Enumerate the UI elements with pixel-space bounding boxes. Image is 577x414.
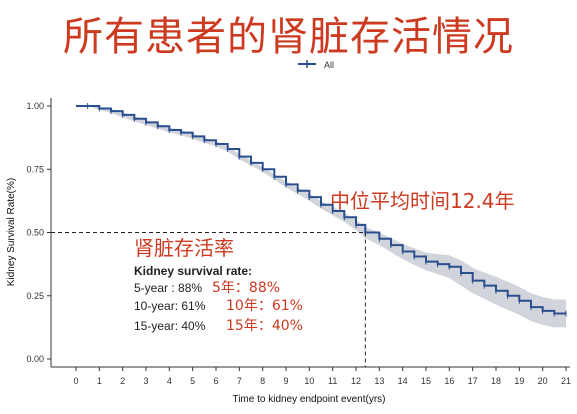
x-tick-label: 6 xyxy=(213,376,218,386)
y-ticks: 0.00 0.25 0.50 0.75 1.00 xyxy=(26,101,51,364)
legend: All xyxy=(298,60,334,70)
survival-table-header: Kidney survival rate: xyxy=(134,264,252,278)
x-tick-label: 16 xyxy=(444,376,454,386)
x-tick-label: 18 xyxy=(491,376,501,386)
x-tick-label: 15 xyxy=(421,376,431,386)
x-tick-label: 5 xyxy=(190,376,195,386)
x-tick-label: 2 xyxy=(120,376,125,386)
x-tick-label: 10 xyxy=(304,376,314,386)
x-tick-label: 11 xyxy=(328,376,337,386)
survival-row-5-year-cn: 5年：88% xyxy=(212,280,280,296)
confidence-band xyxy=(76,106,566,328)
x-tick-label: 7 xyxy=(237,376,242,386)
survival-row-10-year-cn: 10年：61% xyxy=(226,298,303,314)
x-tick-label: 12 xyxy=(351,376,361,386)
survival-row-5-year: 5-year : 88% xyxy=(134,281,202,295)
x-tick-label: 13 xyxy=(374,376,384,386)
x-tick-label: 17 xyxy=(468,376,478,386)
y-tick-label: 0.25 xyxy=(26,291,44,301)
x-tick-label: 19 xyxy=(514,376,524,386)
median-annotation: 中位平均时间12.4年 xyxy=(330,189,515,213)
x-axis-label: Time to kidney endpoint event(yrs) xyxy=(232,394,385,405)
x-tick-label: 9 xyxy=(283,376,288,386)
x-tick-label: 14 xyxy=(398,376,408,386)
x-tick-label: 4 xyxy=(167,376,172,386)
y-tick-label: 0.75 xyxy=(26,164,44,174)
survival-rate-annotation: 肾脏存活率 xyxy=(134,236,234,260)
survival-row-10-year: 10-year: 61% xyxy=(134,299,206,313)
x-ticks: 0 1 2 3 4 5 6 7 8 9 10 11 12 13 14 15 16 17 18 19 20 21 xyxy=(73,367,571,386)
y-axis-label: Kidney Survival Rate(%) xyxy=(6,178,17,286)
x-tick-label: 20 xyxy=(538,376,548,386)
y-tick-label: 0.00 xyxy=(26,354,44,364)
x-tick-label: 1 xyxy=(97,376,102,386)
y-tick-label: 1.00 xyxy=(26,101,44,111)
survival-row-15-year-cn: 15年：40% xyxy=(226,318,303,334)
y-tick-label: 0.50 xyxy=(26,228,44,238)
x-tick-label: 21 xyxy=(561,376,571,386)
survival-row-15-year: 15-year: 40% xyxy=(134,319,206,333)
x-tick-label: 0 xyxy=(73,376,78,386)
legend-label-all: All xyxy=(324,60,334,70)
x-tick-label: 3 xyxy=(143,376,148,386)
page-title: 所有患者的肾脏存活情况 xyxy=(63,14,514,60)
x-tick-label: 8 xyxy=(260,376,265,386)
